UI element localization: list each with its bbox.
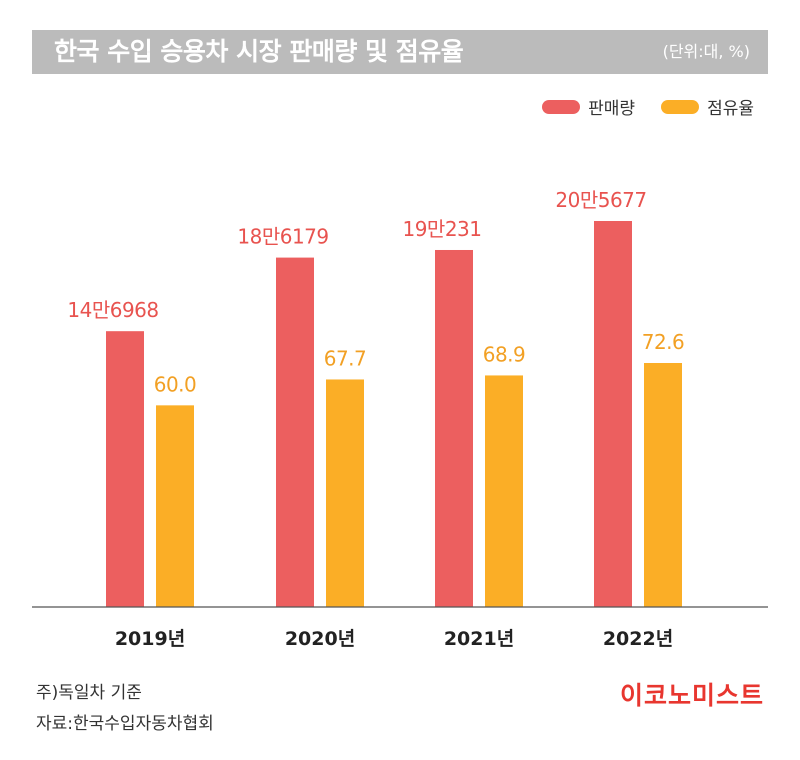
legend-item-share: 점유율	[661, 94, 754, 119]
data-label-share-1: 67.7	[324, 346, 367, 370]
legend-swatch-sales	[542, 99, 581, 114]
bar-share-0	[156, 405, 194, 607]
bar-share-1	[326, 379, 364, 607]
brand-logo: 이코노미스트	[619, 681, 764, 710]
legend-label-share: 점유율	[707, 99, 754, 119]
data-label-sales-1: 18만6179	[237, 225, 328, 249]
x-tick-label-2: 2021년	[444, 628, 514, 650]
data-label-share-3: 72.6	[642, 330, 685, 354]
title-bar: 한국 수입 승용차 시장 판매량 및 점유율 (단위:대, %)	[32, 30, 768, 74]
legend-swatch-share	[661, 99, 700, 114]
bar-sales-1	[276, 257, 314, 607]
bar-share-2	[485, 375, 523, 607]
legend: 판매량 점유율	[516, 94, 754, 119]
data-label-share-0: 60.0	[154, 372, 197, 396]
source-note: 자료:한국수입자동차협회	[36, 714, 214, 734]
data-label-sales-3: 20만5677	[555, 188, 646, 212]
x-tick-label-1: 2020년	[285, 628, 355, 650]
legend-label-sales: 판매량	[588, 99, 636, 119]
bar-sales-0	[106, 331, 144, 607]
x-tick-label-0: 2019년	[115, 628, 185, 650]
x-tick-label-3: 2022년	[603, 628, 673, 650]
legend-item-sales: 판매량	[542, 94, 635, 119]
bar-share-3	[644, 363, 682, 607]
bar-sales-2	[435, 249, 473, 607]
data-label-share-2: 68.9	[483, 342, 526, 366]
chart-title: 한국 수입 승용차 시장 판매량 및 점유율	[54, 37, 464, 66]
data-label-sales-0: 14만6968	[67, 298, 158, 322]
bar-sales-3	[594, 221, 632, 607]
data-label-sales-2: 19만231	[402, 217, 481, 241]
footnote: 주)독일차 기준	[36, 683, 142, 703]
unit-label: (단위:대, %)	[662, 42, 750, 61]
